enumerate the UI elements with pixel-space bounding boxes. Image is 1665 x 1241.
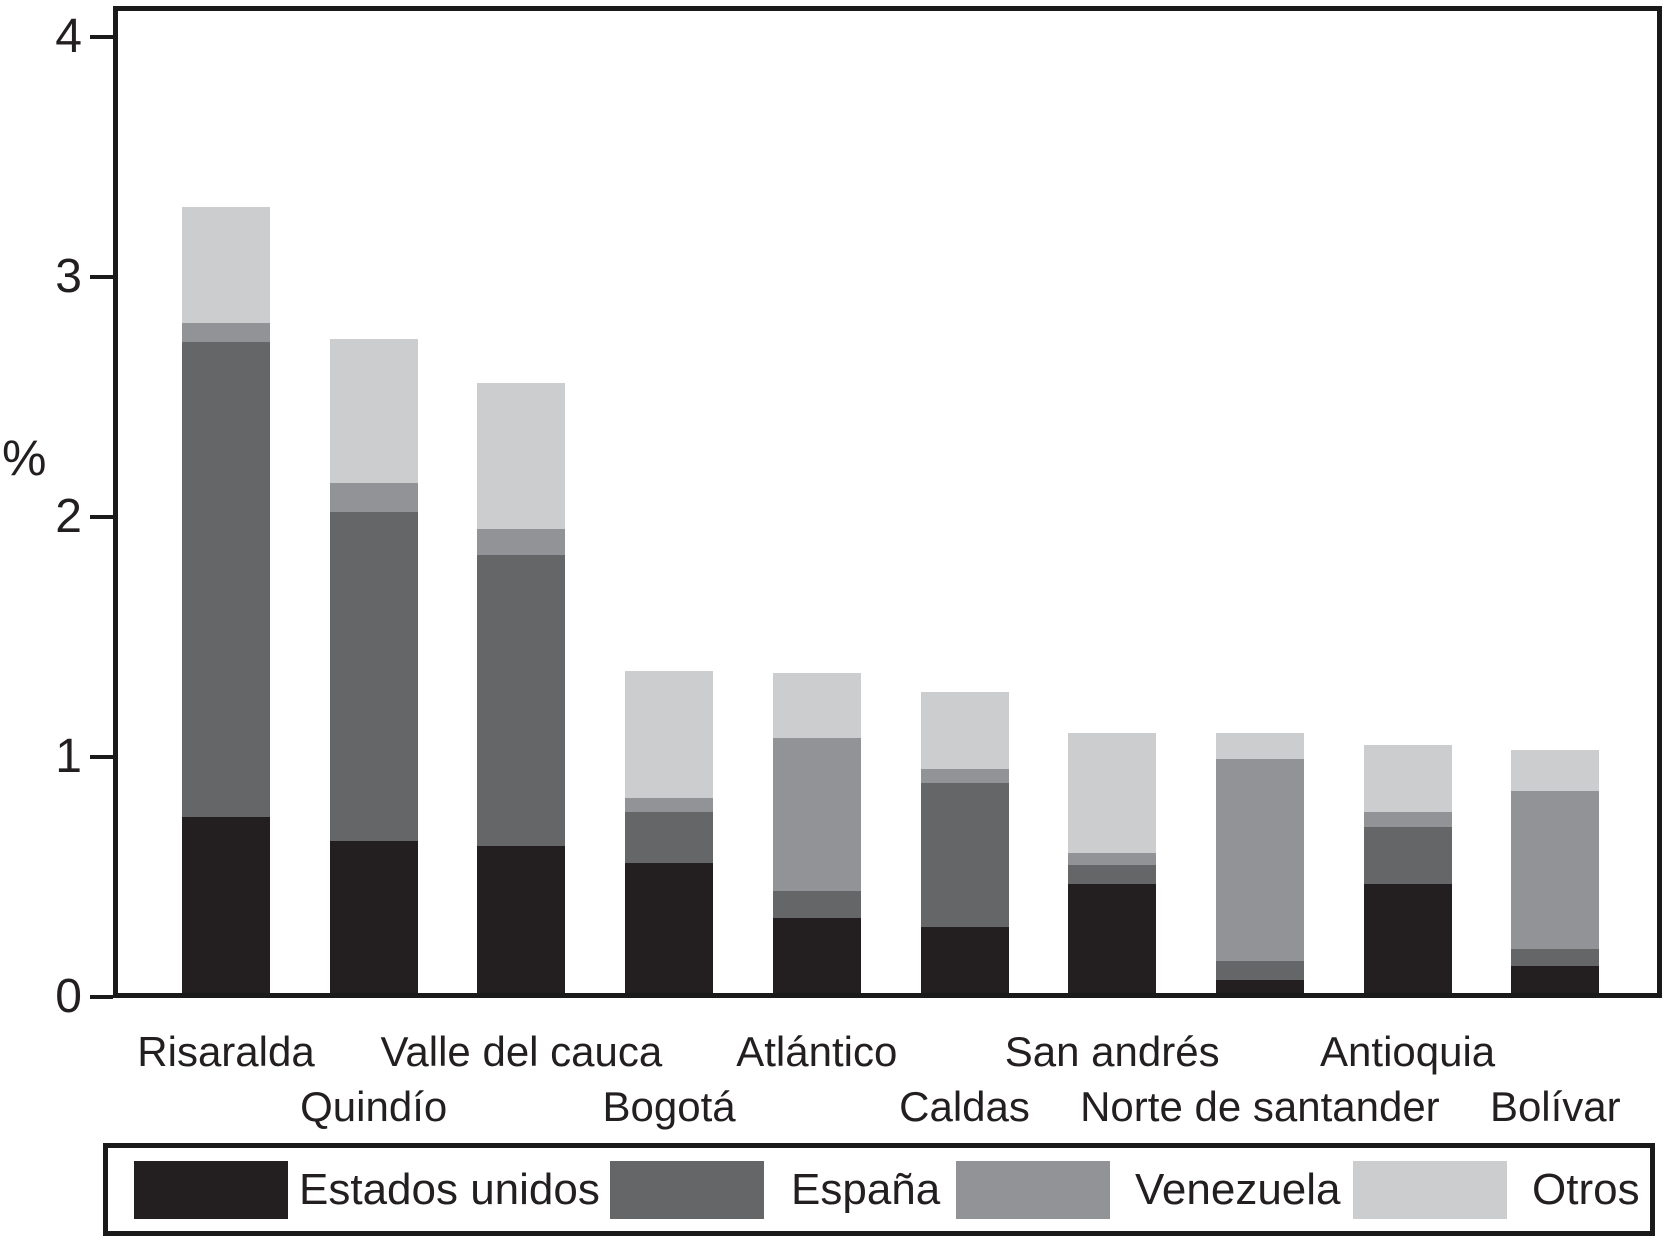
x-label-bogota: Bogotá bbox=[602, 1083, 736, 1130]
legend-swatch-otros bbox=[1353, 1161, 1507, 1219]
bar-segment-risaralda-venezuela bbox=[182, 322, 270, 342]
bar-segment-norte-de-santander-espana bbox=[1215, 961, 1304, 981]
legend-swatch-estados-unidos bbox=[134, 1161, 288, 1219]
x-label-antioquia: Antioquia bbox=[1320, 1028, 1496, 1075]
bar-segment-antioquia-otros bbox=[1363, 745, 1452, 813]
bar-segment-caldas-venezuela bbox=[920, 769, 1009, 784]
y-tick-label-2: 2 bbox=[55, 490, 82, 543]
y-tick-label-3: 3 bbox=[55, 250, 82, 303]
x-label-quindio: Quindío bbox=[300, 1083, 448, 1130]
y-tick-label-4: 4 bbox=[55, 10, 82, 63]
bar-segment-caldas-estados-unidos bbox=[920, 927, 1009, 997]
bar-segment-san-andres-espana bbox=[1068, 865, 1157, 885]
y-tick-mark-2 bbox=[90, 515, 113, 519]
y-tick-mark-0 bbox=[90, 995, 113, 999]
y-tick-mark-1 bbox=[90, 755, 113, 759]
bar-segment-quindio-otros bbox=[329, 339, 418, 484]
legend-label-estados-unidos: Estados unidos bbox=[299, 1165, 600, 1214]
bar-segment-valle-del-cauca-venezuela bbox=[477, 529, 566, 556]
bar-segment-atlantico-otros bbox=[772, 673, 861, 738]
bar-segment-caldas-espana bbox=[920, 783, 1009, 928]
bar-segment-bolivar-venezuela bbox=[1511, 790, 1600, 949]
legend: Estados unidos España Venezuela Otros bbox=[103, 1143, 1655, 1236]
bar-segment-san-andres-estados-unidos bbox=[1068, 884, 1157, 997]
bar-segment-bolivar-otros bbox=[1511, 749, 1600, 791]
y-tick-mark-3 bbox=[90, 275, 113, 279]
bar-segment-risaralda-otros bbox=[182, 207, 270, 323]
legend-swatch-espana bbox=[610, 1161, 764, 1219]
x-label-norte-de-santander: Norte de santander bbox=[1080, 1083, 1440, 1130]
legend-label-espana: España bbox=[791, 1165, 941, 1214]
y-tick-mark-4 bbox=[90, 35, 113, 39]
bar-segment-risaralda-espana bbox=[182, 341, 270, 817]
bar-segment-bogota-venezuela bbox=[625, 797, 714, 813]
bar-segment-norte-de-santander-otros bbox=[1215, 733, 1304, 760]
legend-label-venezuela: Venezuela bbox=[1135, 1165, 1341, 1214]
bar-segment-bolivar-estados-unidos bbox=[1511, 965, 1600, 997]
bar-segment-atlantico-venezuela bbox=[772, 737, 861, 892]
bar-segment-antioquia-venezuela bbox=[1363, 812, 1452, 827]
bar-segment-caldas-otros bbox=[920, 692, 1009, 769]
x-label-risaralda: Risaralda bbox=[137, 1028, 315, 1075]
bar-segment-valle-del-cauca-espana bbox=[477, 555, 566, 846]
y-tick-label-1: 1 bbox=[55, 730, 82, 783]
bar-segment-antioquia-estados-unidos bbox=[1363, 884, 1452, 997]
bar-segment-valle-del-cauca-otros bbox=[477, 382, 566, 529]
bar-segment-norte-de-santander-estados-unidos bbox=[1215, 980, 1304, 997]
legend-label-otros: Otros bbox=[1532, 1165, 1640, 1214]
x-label-san-andres: San andrés bbox=[1004, 1028, 1220, 1075]
bar-segment-quindio-venezuela bbox=[329, 483, 418, 513]
x-label-caldas: Caldas bbox=[899, 1083, 1030, 1130]
bar-segment-san-andres-venezuela bbox=[1068, 853, 1157, 865]
x-label-bolivar: Bolívar bbox=[1489, 1083, 1621, 1130]
bar-segment-quindio-estados-unidos bbox=[329, 841, 418, 997]
bar-segment-bogota-estados-unidos bbox=[625, 862, 714, 997]
bar-segment-quindio-espana bbox=[329, 512, 418, 841]
legend-swatch-venezuela bbox=[956, 1161, 1110, 1219]
y-tick-label-0: 0 bbox=[55, 970, 82, 1023]
bar-segment-risaralda-estados-unidos bbox=[182, 817, 270, 997]
bar-segment-atlantico-espana bbox=[772, 891, 861, 918]
y-axis-title: % bbox=[2, 430, 47, 486]
bar-segment-bolivar-espana bbox=[1511, 949, 1600, 966]
bar-segment-valle-del-cauca-estados-unidos bbox=[477, 845, 566, 997]
x-label-valle-del-cauca: Valle del cauca bbox=[380, 1028, 663, 1075]
bar-segment-atlantico-estados-unidos bbox=[772, 917, 861, 997]
bar-segment-norte-de-santander-venezuela bbox=[1215, 759, 1304, 961]
bar-segment-san-andres-otros bbox=[1068, 733, 1157, 853]
bar-segment-antioquia-espana bbox=[1363, 826, 1452, 885]
x-label-atlantico: Atlántico bbox=[736, 1028, 898, 1075]
bar-segment-bogota-espana bbox=[625, 812, 714, 863]
bar-segment-bogota-otros bbox=[625, 670, 714, 798]
